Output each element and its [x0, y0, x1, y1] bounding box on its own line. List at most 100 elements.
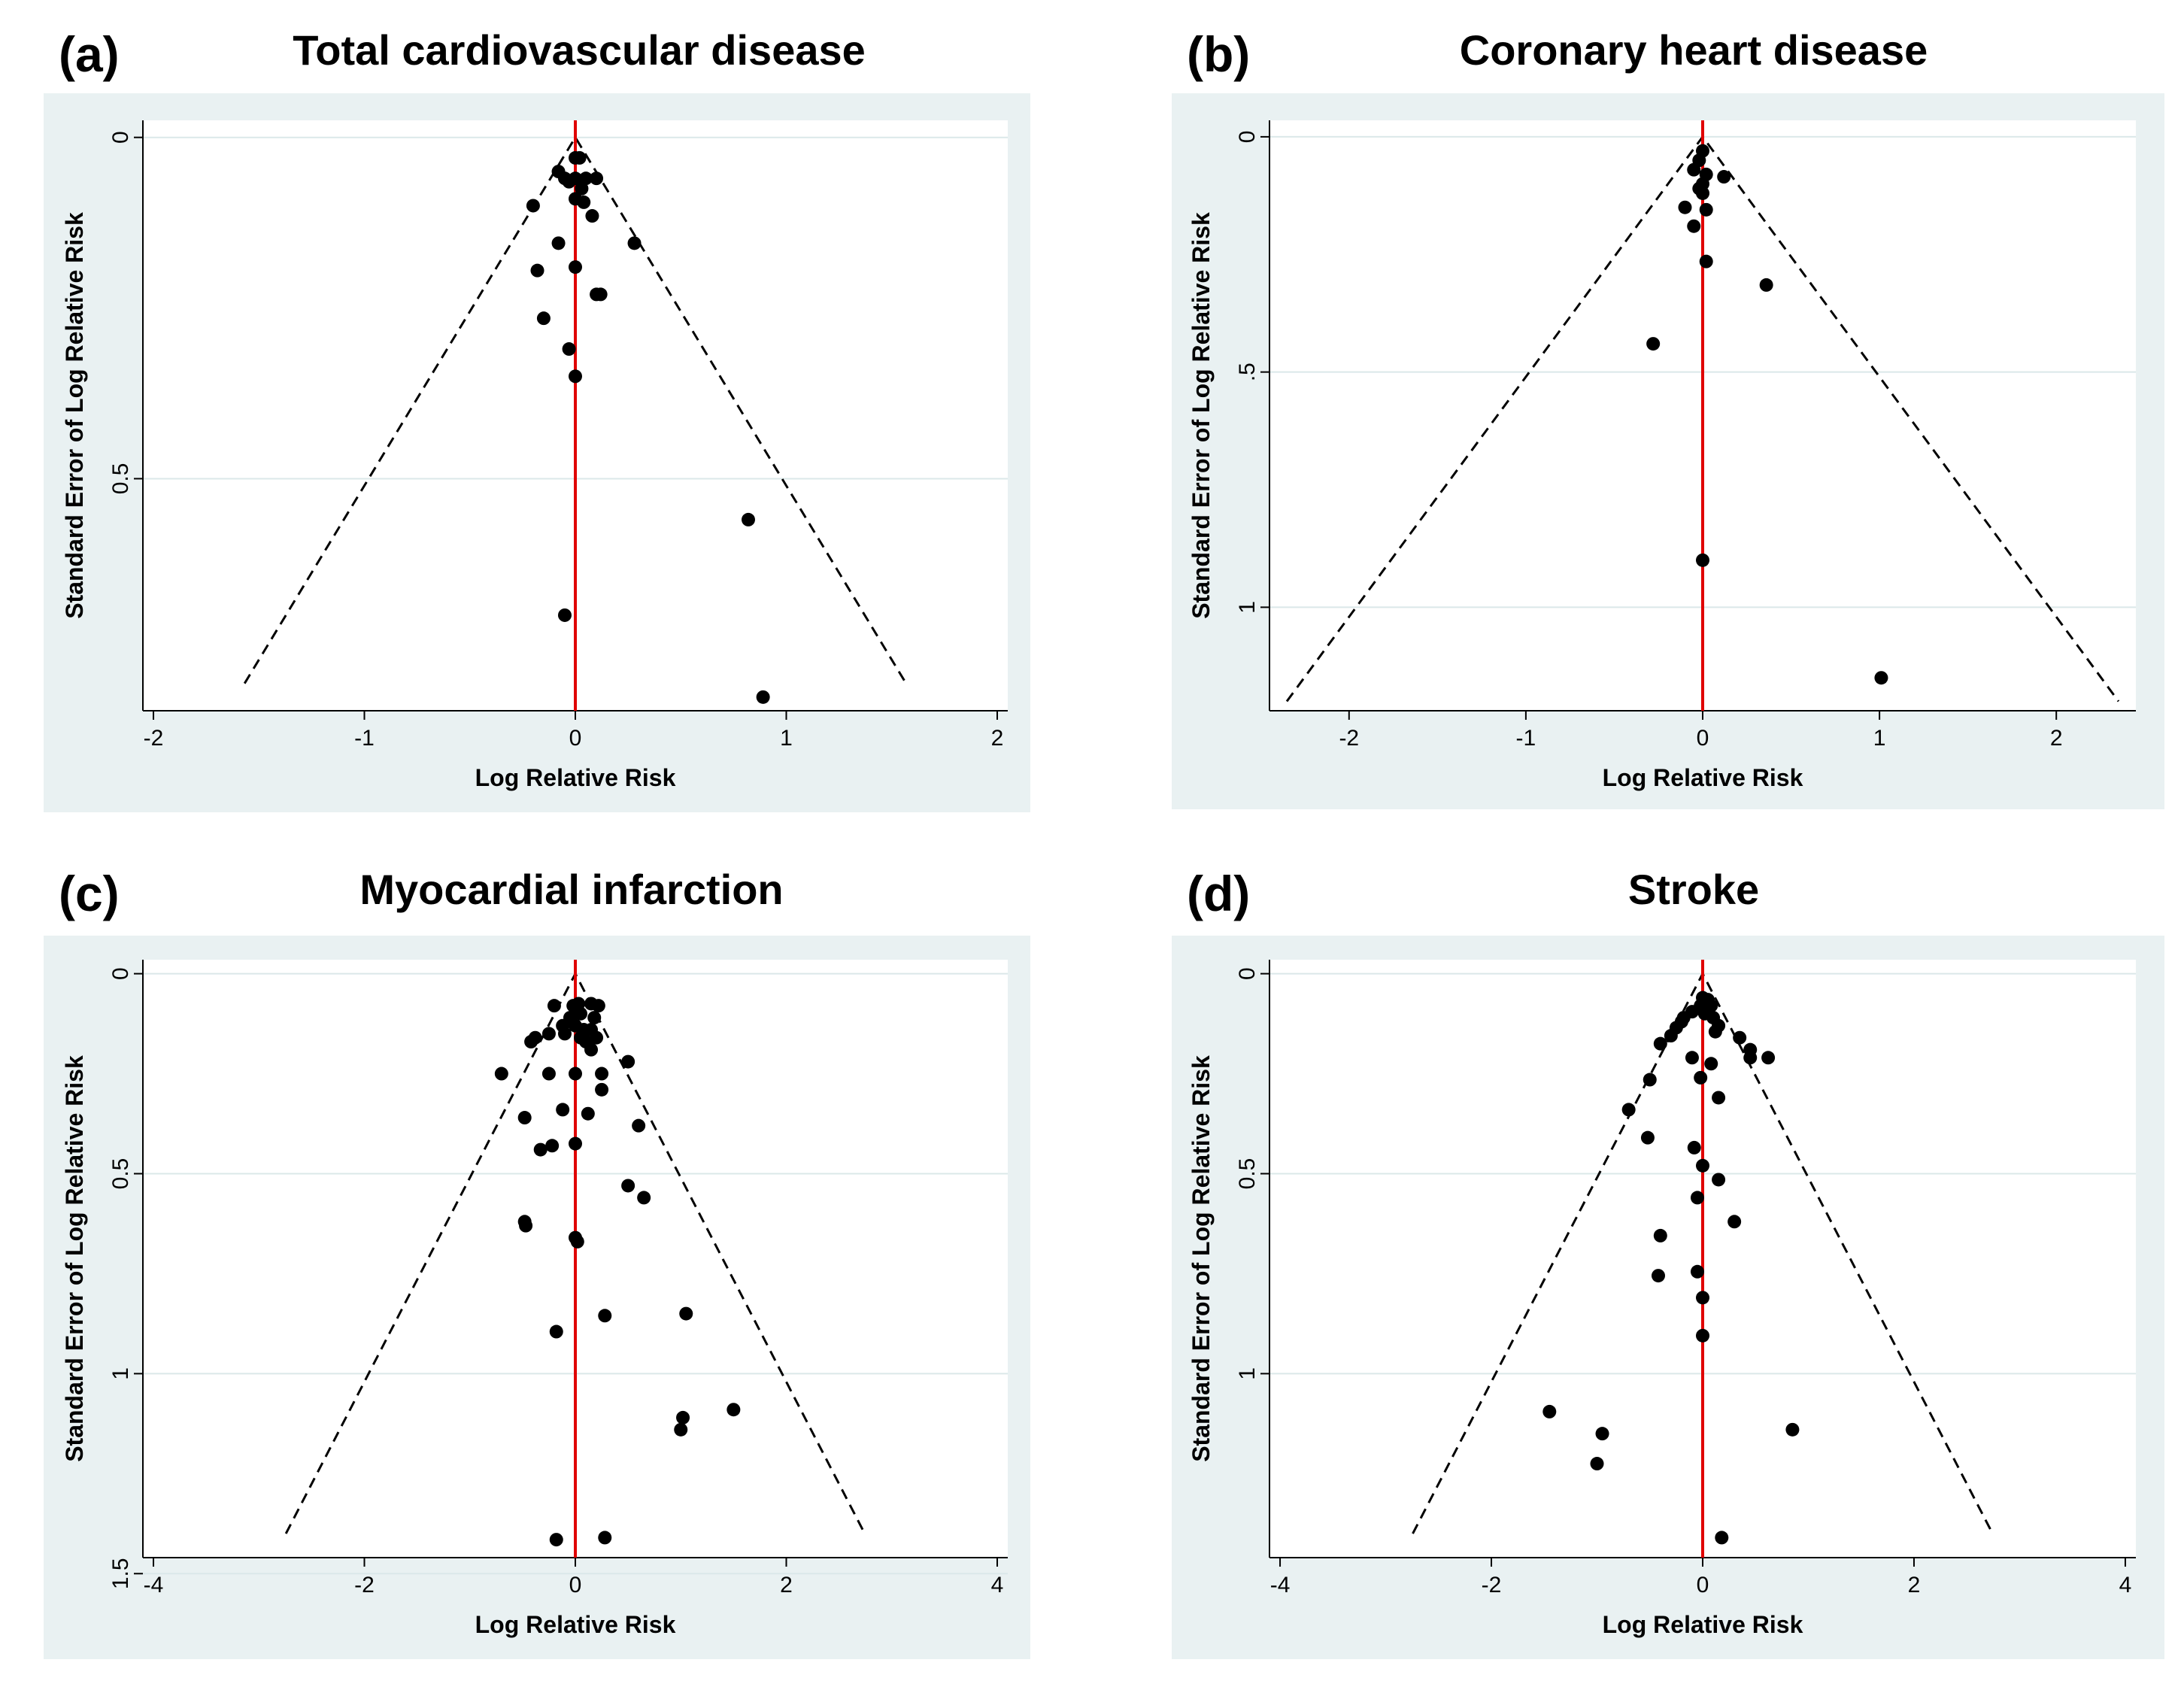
- study-point: [524, 1035, 538, 1049]
- panel-label: (b): [1187, 26, 1251, 82]
- study-point: [632, 1118, 646, 1133]
- y-tick-label: 0: [1235, 967, 1260, 980]
- study-point: [1699, 254, 1713, 269]
- x-tick-label: 2: [2050, 726, 2063, 751]
- study-point: [579, 171, 593, 186]
- study-point: [533, 1142, 548, 1157]
- study-point: [581, 1106, 595, 1121]
- x-axis-title: Log Relative Risk: [1603, 1611, 1803, 1638]
- x-tick-label: 1: [780, 726, 793, 751]
- x-axis-title: Log Relative Risk: [475, 1611, 676, 1638]
- study-point: [726, 1403, 741, 1417]
- study-point: [1696, 186, 1709, 200]
- study-point: [674, 1422, 688, 1437]
- study-point: [627, 236, 642, 250]
- study-point: [541, 1027, 556, 1041]
- study-point: [1717, 170, 1731, 184]
- study-point: [1640, 1130, 1655, 1145]
- x-tick-label: -1: [354, 726, 375, 751]
- study-point: [517, 1111, 532, 1125]
- funnel-plot: -2 -1 0 1 2 0 .5 1 Log Relative Risk Standard Err…: [1172, 93, 2164, 809]
- study-point: [1653, 1228, 1667, 1242]
- study-point: [598, 1309, 612, 1323]
- x-tick-label: -2: [354, 1573, 375, 1597]
- y-axis-title: Standard Error of Log Relative Risk: [61, 212, 88, 619]
- study-point: [1643, 1073, 1657, 1087]
- panel-c: (c) Myocardial infarction -4 -2 0 2 4 0 0.5 1 1.…: [0, 845, 1092, 1690]
- study-point: [1595, 1427, 1609, 1441]
- panel-label: (d): [1187, 866, 1251, 921]
- y-tick-label: 0: [108, 967, 133, 980]
- x-tick-label: 1: [1873, 726, 1886, 751]
- study-point: [584, 1042, 599, 1057]
- study-point: [1653, 1036, 1667, 1051]
- study-point: [1696, 1328, 1709, 1343]
- x-axis-title: Log Relative Risk: [475, 764, 676, 791]
- study-point: [519, 1218, 533, 1233]
- funnel-plot: -4 -2 0 2 4 0 0.5 1 1.5 Log Relative Risk Standard…: [44, 936, 1030, 1659]
- study-point: [1727, 1215, 1742, 1229]
- y-tick-label: 0.5: [108, 463, 133, 495]
- study-point: [1694, 1070, 1708, 1085]
- study-point: [1687, 219, 1701, 233]
- study-point: [547, 999, 561, 1013]
- study-point: [572, 150, 587, 165]
- x-tick-label: 2: [1908, 1573, 1921, 1597]
- study-point: [570, 1234, 584, 1249]
- x-tick-label: 4: [2119, 1573, 2132, 1597]
- panel-label: (a): [59, 26, 120, 82]
- x-tick-label: -2: [144, 726, 164, 751]
- funnel-plot: -4 -2 0 2 4 0 0.5 1 Log Relative Risk Standard Er…: [1172, 936, 2164, 1659]
- study-point: [549, 1533, 563, 1547]
- study-point: [1651, 1269, 1665, 1283]
- study-point: [1621, 1103, 1636, 1117]
- study-point: [1696, 553, 1709, 567]
- study-point: [530, 263, 544, 278]
- study-point: [598, 1531, 612, 1545]
- study-point: [556, 1103, 570, 1117]
- y-tick-label: 0: [1235, 131, 1260, 144]
- study-point: [591, 999, 605, 1013]
- x-tick-label: 2: [780, 1573, 793, 1597]
- study-point: [1759, 278, 1773, 292]
- study-point: [1687, 1140, 1701, 1154]
- study-point: [1699, 202, 1713, 217]
- study-point: [541, 1066, 556, 1081]
- study-point: [621, 1179, 635, 1193]
- study-point: [679, 1306, 693, 1321]
- x-tick-label: -1: [1516, 726, 1536, 751]
- study-point: [569, 1136, 582, 1151]
- y-tick-label: .5: [1235, 363, 1260, 381]
- x-tick-label: 0: [1697, 726, 1709, 751]
- study-point: [575, 181, 589, 196]
- study-point: [1696, 1158, 1709, 1173]
- x-tick-label: -2: [1339, 726, 1359, 751]
- study-point: [742, 512, 755, 526]
- y-tick-label: 0.5: [1235, 1158, 1260, 1190]
- study-point: [569, 369, 582, 384]
- study-point: [1785, 1422, 1800, 1437]
- study-point: [587, 1011, 602, 1025]
- study-point: [577, 195, 591, 209]
- study-point: [1664, 1029, 1678, 1043]
- chart-title: Coronary heart disease: [1459, 26, 1928, 74]
- study-point: [1743, 1051, 1758, 1065]
- x-tick-label: 2: [991, 726, 1004, 751]
- study-point: [1761, 1051, 1776, 1065]
- y-tick-label: 1: [1235, 1367, 1260, 1380]
- study-point: [1733, 1030, 1747, 1045]
- y-tick-label: 1: [1235, 601, 1260, 614]
- x-tick-label: 0: [569, 1573, 582, 1597]
- study-point: [621, 1054, 635, 1069]
- funnel-ci-line: [243, 135, 908, 684]
- study-point: [557, 1027, 572, 1041]
- panel-d: (d) Stroke -4 -2 0 2 4 0 0.5 1 Log Relative Risk…: [1092, 845, 2184, 1690]
- study-point: [1678, 200, 1692, 214]
- study-point: [574, 1006, 588, 1021]
- x-tick-label: 0: [1697, 1573, 1709, 1597]
- study-point: [1646, 337, 1661, 351]
- x-tick-label: 0: [569, 726, 582, 751]
- study-point: [595, 1066, 609, 1081]
- study-point: [676, 1410, 690, 1425]
- study-point: [526, 199, 540, 213]
